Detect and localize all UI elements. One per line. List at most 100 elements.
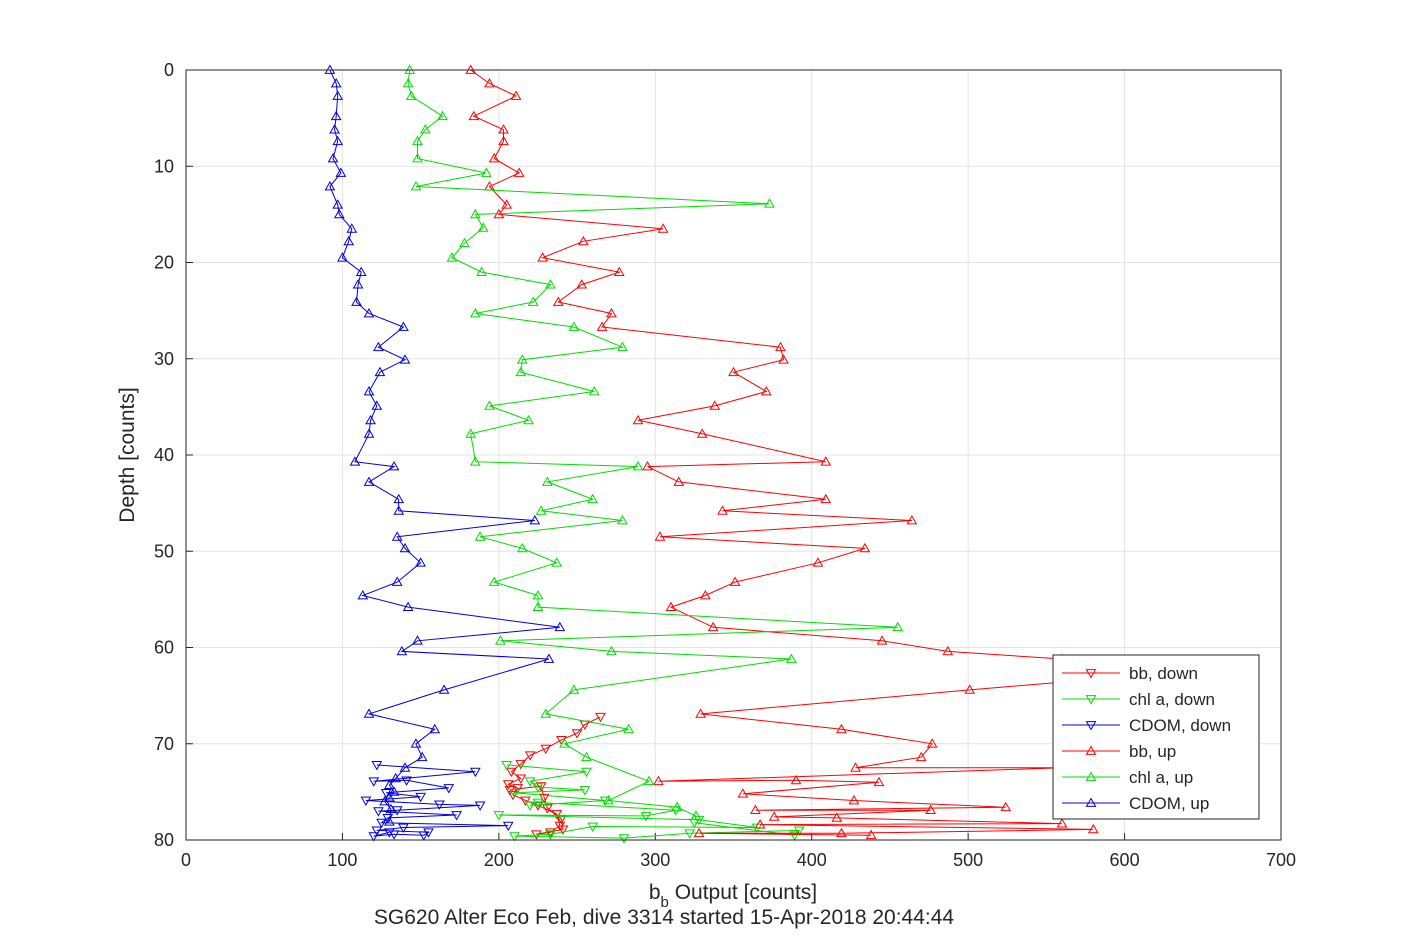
data-point [391, 576, 403, 586]
data-point [495, 635, 506, 645]
data-point [588, 385, 600, 396]
data-point [368, 777, 380, 787]
data-point [352, 279, 364, 289]
data-point [850, 762, 861, 772]
data-point [1056, 818, 1068, 828]
data-point [401, 776, 412, 786]
data-point [412, 153, 423, 163]
legend-marker [1085, 745, 1097, 755]
data-point [617, 341, 628, 352]
data-point [373, 807, 384, 817]
data-point [398, 823, 409, 833]
y-tick-label: 0 [164, 60, 174, 80]
data-point [510, 90, 522, 100]
data-point [617, 514, 628, 525]
data-point [541, 476, 553, 486]
data-point [654, 531, 666, 541]
data-point [831, 812, 843, 822]
y-tick-label: 80 [154, 830, 174, 850]
data-point [371, 400, 383, 410]
x-tick-label: 700 [1266, 850, 1296, 870]
data-point [709, 400, 721, 410]
series-cdom-up [324, 64, 566, 826]
data-point [587, 493, 599, 504]
data-point [554, 621, 566, 632]
data-point [554, 821, 566, 832]
data-point [820, 456, 832, 466]
y-tick-label: 30 [154, 349, 174, 369]
data-point [399, 542, 411, 553]
data-point [498, 135, 509, 146]
data-point [516, 542, 528, 553]
data-point [964, 684, 976, 694]
data-point [329, 124, 340, 134]
data-point [640, 812, 652, 822]
data-point [371, 826, 383, 836]
data-point [535, 505, 547, 515]
data-point [623, 723, 635, 734]
data-point [618, 834, 630, 844]
data-point [332, 135, 344, 146]
data-point [484, 400, 495, 410]
series-line [506, 716, 601, 835]
data-point [363, 476, 375, 486]
data-point [540, 708, 552, 718]
data-point [388, 786, 400, 796]
data-point [365, 414, 376, 425]
data-point [391, 531, 403, 541]
data-point [376, 818, 387, 829]
data-point [410, 180, 422, 191]
data-point [437, 110, 448, 121]
data-point [690, 810, 702, 820]
data-point [643, 775, 655, 786]
data-point [642, 461, 653, 471]
data-point [606, 645, 617, 656]
axes-box [185, 69, 1282, 841]
data-point [1087, 823, 1099, 834]
data-point [423, 828, 434, 838]
x-tick-label: 300 [640, 850, 670, 870]
legend-entry: chl a, down [1062, 690, 1215, 709]
data-point [383, 779, 395, 790]
legend-label: bb, down [1129, 664, 1198, 683]
legend-entry: bb, up [1062, 742, 1176, 761]
data-point [410, 738, 422, 748]
y-tick-label: 40 [154, 445, 174, 465]
data-point [925, 804, 936, 815]
y-tick-label: 60 [154, 638, 174, 658]
data-point [476, 266, 488, 276]
data-point [343, 235, 355, 246]
data-point [545, 830, 556, 840]
data-point [360, 796, 372, 807]
y-axis-ticks: 0 10 20 30 40 50 60 70 80 [154, 60, 193, 850]
legend-label: chl a, up [1129, 768, 1193, 787]
data-point [415, 792, 427, 803]
data-point [368, 832, 380, 842]
data-point [434, 800, 445, 810]
data-point [657, 223, 669, 233]
data-point [501, 199, 513, 209]
data-point [515, 774, 527, 784]
data-point [587, 822, 599, 833]
data-point [836, 827, 847, 838]
data-point [506, 767, 517, 778]
series-chl-a-up [402, 64, 904, 820]
x-axis-ticks: 0 100 200 300 400 500 600 700 [181, 833, 1296, 870]
data-point [613, 266, 625, 276]
data-point [699, 590, 711, 600]
data-point [764, 198, 775, 208]
data-point [786, 653, 797, 663]
data-point [379, 795, 391, 806]
data-point [388, 830, 400, 840]
data-point [568, 321, 580, 331]
legend-label: CDOM, up [1129, 794, 1209, 813]
legend-marker [1085, 695, 1097, 705]
data-point [465, 428, 477, 438]
data-point [790, 774, 802, 785]
data-point [412, 635, 423, 645]
data-point [484, 77, 495, 88]
data-point [693, 827, 705, 838]
legend-entry: chl a, up [1062, 768, 1193, 787]
data-point [540, 744, 552, 755]
data-point [446, 252, 458, 262]
